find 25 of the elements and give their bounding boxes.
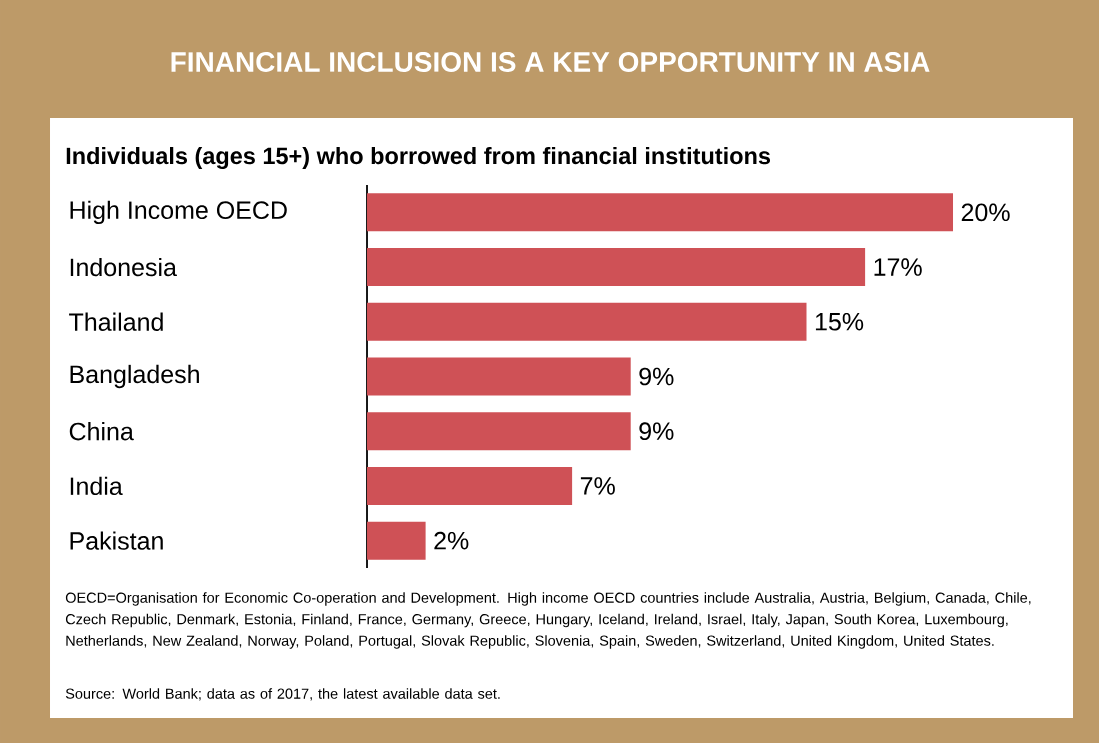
bar: [367, 357, 631, 396]
y-tick-label: China: [69, 422, 134, 441]
y-tick-label: Indonesia: [70, 257, 177, 277]
bar: [367, 521, 426, 560]
chart-title: FINANCIAL INCLUSION IS A KEY OPPORTUNITY IN ASIA: [171, 52, 930, 72]
y-tick-label: Bangladesh: [70, 364, 199, 389]
data-label: 15%: [815, 312, 864, 331]
y-tick-label: High Income OECD: [70, 200, 287, 224]
y-tick-label: India: [70, 476, 123, 496]
bar: [367, 466, 573, 505]
bar: [367, 412, 631, 451]
chart-subtitle: Individuals (ages 15+) who borrowed from financial institutions: [66, 146, 771, 169]
bar: [367, 248, 866, 287]
bar: [367, 193, 954, 232]
y-tick-label: Thailand: [69, 312, 163, 331]
data-label: 20%: [961, 203, 1010, 222]
text: OECD=Organisation for Economic Co-operation and Development. High income OECD countries include Australia, Austria, Belgium, Canada, Chile, Czech Republic, Denmark, Estonia, Finland, France, Germany, Greece, Hungary, Iceland, Ireland, Israel, Italy, Japan, South Korea, Luxembourg, Netherlands, New Zealand, Norway, Poland, Portugal, Slovak Republic, Slovenia, Spain, Sweden, Switzerland, United Kingdom, United States.: [65, 592, 1031, 649]
data-label: 7%: [580, 477, 615, 495]
data-label: 2%: [434, 531, 469, 550]
data-label: 9%: [639, 367, 674, 386]
source-note: Source: World Bank; data as of 2017, the latest available data set.: [65, 688, 500, 701]
data-label: 9%: [639, 422, 674, 441]
data-label: 17%: [874, 258, 922, 276]
y-tick-label: Pakistan: [70, 531, 163, 550]
bar: [367, 302, 807, 341]
